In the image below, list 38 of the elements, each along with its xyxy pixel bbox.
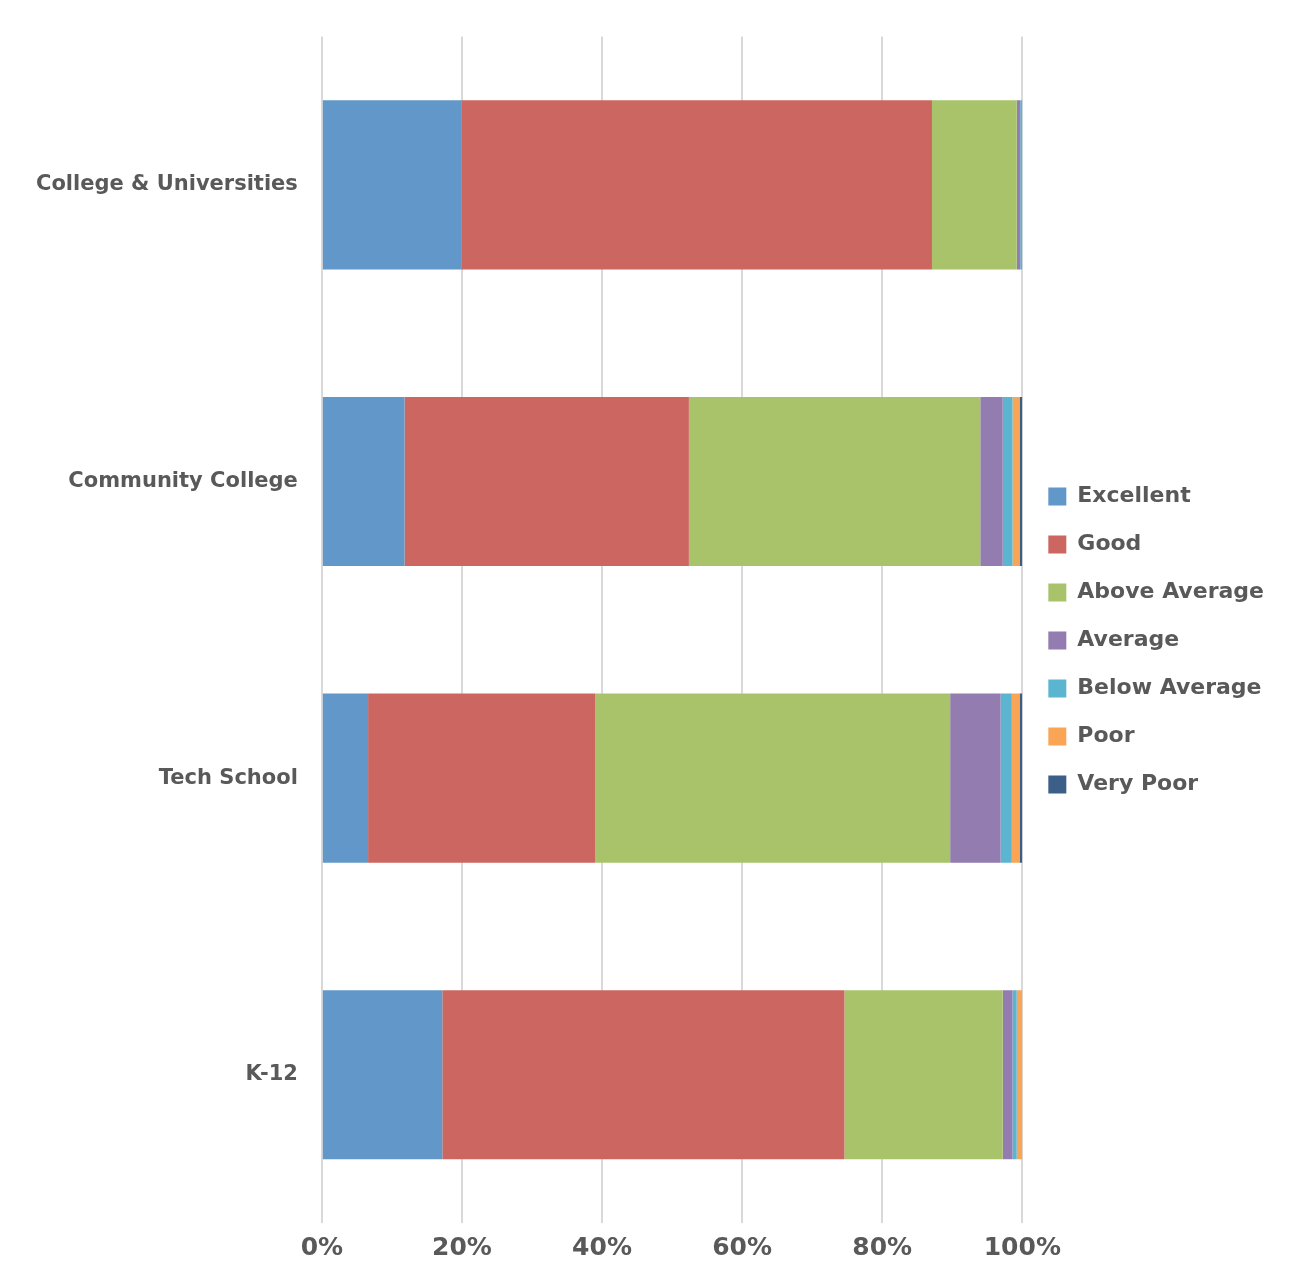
bar xyxy=(1000,693,1012,863)
x-tick-label: 100% xyxy=(983,1231,1061,1261)
y-tick-label: College & Universities xyxy=(35,171,298,196)
bar xyxy=(322,693,369,863)
legend-label: Average xyxy=(1077,626,1180,652)
bar xyxy=(595,693,951,863)
x-tick-label: 80% xyxy=(852,1231,913,1261)
bar xyxy=(322,396,405,567)
legend-label: Above Average xyxy=(1077,578,1265,604)
y-tick-label: K-12 xyxy=(245,1061,298,1086)
bar xyxy=(1020,100,1023,270)
bar xyxy=(1011,693,1020,863)
x-tick-label: 20% xyxy=(432,1231,492,1261)
bar xyxy=(404,396,689,567)
bar xyxy=(461,100,932,270)
x-tick-label: 0% xyxy=(300,1231,344,1261)
bar xyxy=(931,100,1017,270)
bar xyxy=(368,693,596,863)
bar xyxy=(1002,396,1013,567)
bar xyxy=(1012,990,1017,1160)
x-tick-label: 40% xyxy=(572,1231,632,1261)
bar xyxy=(950,693,1001,863)
y-tick-label: Tech School xyxy=(158,764,298,789)
bar xyxy=(1002,990,1013,1160)
bar xyxy=(844,990,1003,1160)
legend-label: Excellent xyxy=(1077,482,1192,508)
bar xyxy=(322,990,443,1160)
bar xyxy=(980,396,1003,567)
y-tick-label: Community College xyxy=(68,467,298,492)
legend-label: Below Average xyxy=(1077,674,1262,700)
legend-label: Good xyxy=(1077,530,1142,556)
legend-label: Poor xyxy=(1077,722,1135,748)
bar xyxy=(442,990,845,1160)
bar xyxy=(688,396,981,567)
x-tick-label: 60% xyxy=(712,1231,773,1261)
legend-label: Very Poor xyxy=(1077,770,1199,796)
bar xyxy=(1012,396,1020,567)
bar xyxy=(322,100,462,270)
